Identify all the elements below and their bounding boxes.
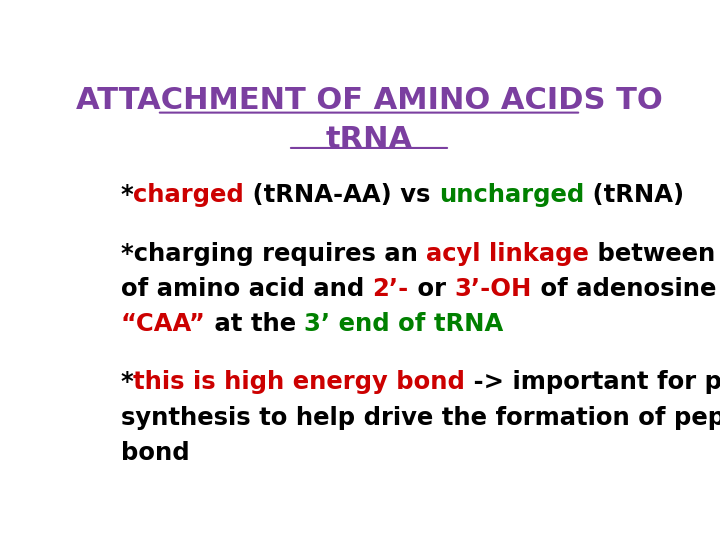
- Text: uncharged: uncharged: [439, 183, 585, 207]
- Text: acyl linkage: acyl linkage: [426, 241, 589, 266]
- Text: ATTACHMENT OF AMINO ACIDS TO: ATTACHMENT OF AMINO ACIDS TO: [76, 85, 662, 114]
- Text: “CAA”: “CAA”: [121, 312, 206, 336]
- Text: tRNA: tRNA: [325, 125, 413, 154]
- Text: 2’-: 2’-: [372, 277, 409, 301]
- Text: at the: at the: [206, 312, 304, 336]
- Text: between: between: [589, 241, 720, 266]
- Text: of amino acid and: of amino acid and: [121, 277, 372, 301]
- Text: or: or: [409, 277, 454, 301]
- Text: (tRNA-AA) vs: (tRNA-AA) vs: [244, 183, 439, 207]
- Text: -> important for protein: -> important for protein: [465, 370, 720, 394]
- Text: (tRNA): (tRNA): [585, 183, 685, 207]
- Text: of adenosine of: of adenosine of: [531, 277, 720, 301]
- Text: 3’-OH: 3’-OH: [454, 277, 531, 301]
- Text: charged: charged: [133, 183, 244, 207]
- Text: bond: bond: [121, 441, 189, 465]
- Text: *charging requires an: *charging requires an: [121, 241, 426, 266]
- Text: *: *: [121, 183, 133, 207]
- Text: synthesis to help drive the formation of peptide: synthesis to help drive the formation of…: [121, 406, 720, 430]
- Text: this is high energy bond: this is high energy bond: [133, 370, 465, 394]
- Text: 3’ end of tRNA: 3’ end of tRNA: [304, 312, 503, 336]
- Text: *: *: [121, 370, 133, 394]
